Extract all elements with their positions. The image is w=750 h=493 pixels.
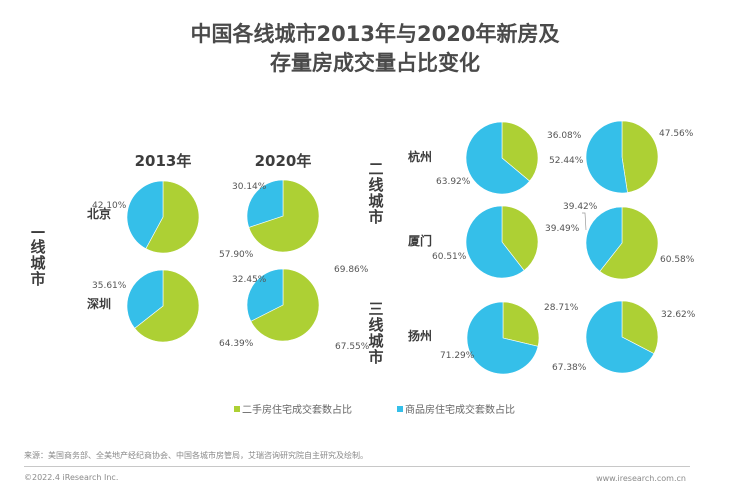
pie-1-0-0-slice-new-house <box>465 121 531 195</box>
city-label-0-1: 深圳 <box>87 296 111 311</box>
pie-0-1-1-label-second-hand: 67.55% <box>335 342 370 352</box>
legend-label-second_hand: 二手房住宅成交套数占比 <box>242 403 352 416</box>
pie-1-0-1-slice-second-hand <box>621 120 659 193</box>
tier-label-1-char-0: 二 <box>368 160 383 178</box>
year-header-0: 2013年 <box>135 152 192 170</box>
pie-1-0-1-slice-new-house <box>585 120 628 194</box>
tier-label-2-char-2: 城 <box>368 332 383 350</box>
footer-copyright: ©2022.4 iResearch Inc. <box>24 473 119 482</box>
pie-0-1-1-label-new-house: 32.45% <box>232 275 267 285</box>
pie-2-0-0-slice-second-hand <box>502 301 540 347</box>
footer-divider <box>24 466 236 467</box>
legend-swatch-new_house <box>397 406 403 412</box>
city-label-0-0: 北京 <box>87 206 111 221</box>
tier-label-0-char-2: 城 <box>30 254 45 272</box>
pie-1-0-0-slice-second-hand <box>501 121 539 182</box>
pie-0-0-1-label-new-house: 30.14% <box>232 182 267 192</box>
tier-label-1-char-1: 线 <box>368 176 383 194</box>
pie-0-0-0-label-new-house: 42.10% <box>92 201 127 211</box>
tier-label-2-char-0: 三 <box>368 300 383 318</box>
city-label-1-1: 厦门 <box>408 233 432 248</box>
footer-url[interactable]: www.iresearch.com.cn <box>596 474 686 483</box>
pie-1-1-0-label-second-hand: 39.49% <box>545 224 580 234</box>
pie-0-1-1-slice-new-house <box>246 268 284 322</box>
tier-label-1-char-3: 市 <box>368 208 383 226</box>
footer-divider-right <box>236 466 690 467</box>
pie-0-0-1-slice-new-house <box>246 179 284 228</box>
pie-1-1-0-slice-new-house <box>465 205 525 279</box>
pie-1-1-0-label-new-house: 60.51% <box>432 252 467 262</box>
pie-0-1-1-slice-second-hand <box>250 268 320 342</box>
tier-label-0-char-3: 市 <box>30 270 45 288</box>
pie-1-0-1-label-new-house: 52.44% <box>549 156 584 166</box>
pie-0-1-0-slice-new-house <box>126 269 164 329</box>
pie-1-0-0-label-second-hand: 36.08% <box>547 131 582 141</box>
legend-label-new_house: 商品房住宅成交套数占比 <box>405 403 515 416</box>
year-header-1: 2020年 <box>255 152 312 170</box>
tier-label-0-char-0: — <box>31 222 46 240</box>
pie-2-0-0-label-second-hand: 28.71% <box>544 303 579 313</box>
pie-1-1-1-label-second-hand: 60.58% <box>660 255 695 265</box>
pie-2-0-0-slice-new-house <box>466 301 539 375</box>
footer-source: 来源：美国商务部、全美地产经纪商协会、中国各城市房管局，艾瑞咨询研究院自主研究及… <box>24 451 368 460</box>
leader-line <box>582 212 587 231</box>
pie-0-0-1-slice-second-hand <box>248 179 320 253</box>
pie-2-0-1-slice-new-house <box>585 300 655 374</box>
tier-label-1-char-2: 城 <box>368 192 383 210</box>
pie-0-1-0-slice-second-hand <box>134 269 200 343</box>
pie-1-0-0-label-new-house: 63.92% <box>436 177 471 187</box>
pie-0-0-1-label-second-hand: 69.86% <box>334 265 369 275</box>
tier-label-2-char-1: 线 <box>368 316 383 334</box>
pie-2-0-1-label-second-hand: 32.62% <box>661 310 696 320</box>
legend-swatch-second_hand <box>234 406 240 412</box>
chart-title-line-1: 中国各线城市2013年与2020年新房及 <box>190 22 560 46</box>
chart-title: 中国各线城市2013年与2020年新房及 存量房成交量占比变化 <box>0 20 750 78</box>
pie-2-0-1-slice-second-hand <box>621 300 659 354</box>
pie-0-1-0-label-new-house: 35.61% <box>92 281 127 291</box>
pie-1-1-1-slice-new-house <box>585 206 623 272</box>
pie-2-0-0-label-new-house: 71.29% <box>440 351 475 361</box>
pie-1-1-0-slice-second-hand <box>501 205 539 271</box>
city-label-1-0: 杭州 <box>408 149 432 164</box>
pie-0-0-0-slice-new-house <box>126 180 164 250</box>
pie-1-1-1-slice-second-hand <box>599 206 659 280</box>
pie-0-0-0-label-second-hand: 57.90% <box>219 250 254 260</box>
pie-2-0-1-label-new-house: 67.38% <box>552 363 587 373</box>
tier-label-0-char-1: 线 <box>30 238 45 256</box>
pie-1-1-1-label-new-house: 39.42% <box>563 202 598 212</box>
pie-0-0-0-slice-second-hand <box>145 180 200 254</box>
city-label-2-0: 扬州 <box>408 328 432 343</box>
tier-label-2-char-3: 市 <box>368 348 383 366</box>
chart-title-line-2: 存量房成交量占比变化 <box>270 51 480 75</box>
pie-0-1-0-label-second-hand: 64.39% <box>219 339 254 349</box>
pie-1-0-1-label-second-hand: 47.56% <box>659 129 694 139</box>
